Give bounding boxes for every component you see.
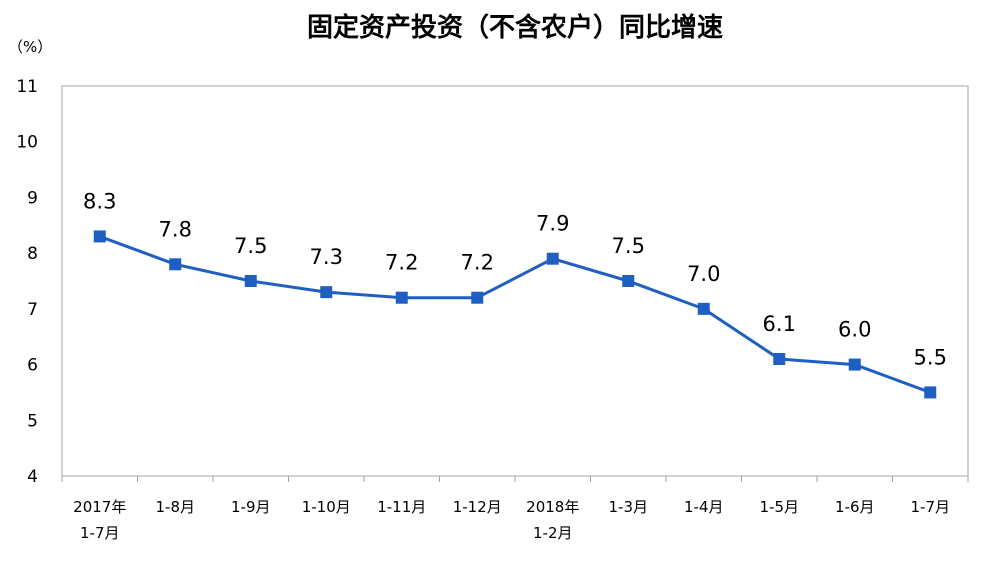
y-tick-label: 9 xyxy=(27,188,38,208)
data-point-marker xyxy=(622,275,635,287)
y-axis-unit-label: （%） xyxy=(8,38,52,56)
x-tick-label: 1-4月 xyxy=(684,498,724,516)
y-tick-label: 10 xyxy=(16,133,38,153)
x-tick-label: 2017年 xyxy=(73,498,126,516)
series-markers xyxy=(93,230,937,399)
y-tick-label: 5 xyxy=(27,411,38,431)
data-label: 6.0 xyxy=(838,318,871,342)
data-label: 6.1 xyxy=(763,312,796,336)
data-point-marker xyxy=(924,386,937,399)
x-tick-label: 1-7月 xyxy=(911,498,951,516)
data-label: 7.2 xyxy=(461,251,494,275)
x-tick-label: 1-2月 xyxy=(533,524,573,542)
x-tick-label: 1-10月 xyxy=(302,498,351,516)
chart-title: 固定资产投资（不含农户）同比增速 xyxy=(307,12,723,43)
data-label: 5.5 xyxy=(914,345,947,369)
data-point-marker xyxy=(471,291,484,304)
x-tick-label: 1-5月 xyxy=(760,498,800,516)
data-point-marker xyxy=(773,353,786,365)
x-tick-label: 1-8月 xyxy=(156,498,196,516)
series-line xyxy=(99,235,931,394)
data-point-marker xyxy=(848,358,861,371)
data-label: 7.5 xyxy=(612,234,645,258)
y-tick-label: 11 xyxy=(16,77,38,97)
data-label: 7.9 xyxy=(536,212,569,236)
data-point-marker xyxy=(93,230,106,243)
y-axis-ticks: 11 10 9 8 7 6 5 4 xyxy=(16,77,38,487)
data-point-marker xyxy=(169,258,182,271)
data-label: 7.5 xyxy=(234,234,267,258)
x-tick-label: 1-11月 xyxy=(377,498,426,516)
y-tick-label: 6 xyxy=(27,356,38,376)
data-label: 7.3 xyxy=(310,245,343,269)
x-axis-ticks: 2017年 1-7月 1-8月 1-9月 1-10月 1-11月 1-12月 2018年 1-2… xyxy=(61,476,969,542)
y-tick-label: 8 xyxy=(27,244,38,264)
y-tick-label: 4 xyxy=(27,467,38,487)
data-point-marker xyxy=(395,291,408,304)
data-point-marker xyxy=(697,302,710,315)
data-labels: 8.3 7.8 7.5 7.3 7.2 7.2 7.9 7.5 7.0 6.1 6.0 5.5 xyxy=(83,189,947,369)
data-point-marker xyxy=(546,252,559,265)
x-tick-label: 1-6月 xyxy=(835,498,875,516)
data-point-marker xyxy=(320,286,333,299)
data-label: 8.3 xyxy=(83,189,116,213)
data-label: 7.0 xyxy=(687,262,720,286)
x-tick-label: 1-7月 xyxy=(80,524,120,542)
y-tick-label: 7 xyxy=(27,300,38,320)
x-tick-label: 1-3月 xyxy=(609,498,649,516)
data-label: 7.2 xyxy=(385,251,418,275)
x-tick-label: 2018年 xyxy=(526,498,579,516)
plot-area-frame xyxy=(61,85,969,477)
x-tick-label: 1-9月 xyxy=(231,498,271,516)
data-label: 7.8 xyxy=(159,217,192,241)
x-tick-label: 1-12月 xyxy=(453,498,502,516)
data-point-marker xyxy=(244,275,257,287)
series-line-group xyxy=(99,235,931,394)
